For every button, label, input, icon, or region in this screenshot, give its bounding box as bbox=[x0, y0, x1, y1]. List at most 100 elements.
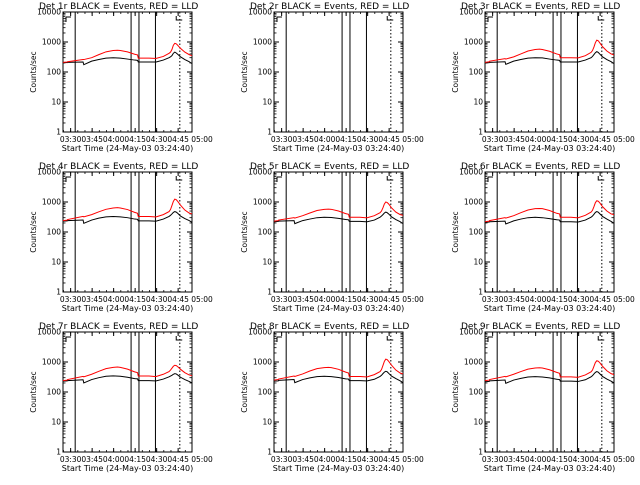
y-axis-label: Counts/sec bbox=[29, 51, 38, 92]
y-tick-label: 1000 bbox=[42, 198, 61, 207]
x-tick-label: 05:00 bbox=[613, 135, 635, 144]
x-tick-label: 04:15 bbox=[335, 295, 357, 304]
x-tick-label: 04:45 bbox=[589, 135, 611, 144]
y-tick-label: 100 bbox=[469, 68, 484, 77]
x-tick-label: 05:00 bbox=[402, 455, 424, 464]
panel-det-7r: Det 7r BLACK = Events, RED = LLD 1 10 100 10… bbox=[29, 322, 213, 473]
bracket-marker bbox=[386, 176, 394, 181]
plot-frame bbox=[62, 331, 193, 453]
y-tick-label: 1000 bbox=[253, 198, 272, 207]
y-tick-label: 10000 bbox=[248, 168, 272, 177]
panel-det-3r: Det 3r BLACK = Events, RED = LLD 1 10 100 10… bbox=[451, 2, 635, 153]
y-tick-label: 1 bbox=[267, 128, 272, 137]
x-tick-label: 04:45 bbox=[167, 295, 189, 304]
panel-det-9r: Det 9r BLACK = Events, RED = LLD 1 10 100 10… bbox=[451, 322, 635, 473]
events-series-line bbox=[62, 211, 193, 224]
x-tick-label: 04:15 bbox=[546, 135, 568, 144]
bracket-marker bbox=[487, 336, 493, 342]
x-tick-label: 04:15 bbox=[546, 295, 568, 304]
x-tick-label: 04:45 bbox=[378, 455, 400, 464]
x-tick-label: 03:30 bbox=[482, 295, 504, 304]
plot-frame bbox=[273, 331, 404, 453]
y-axis-label: Counts/sec bbox=[240, 371, 249, 412]
lld-series-line bbox=[484, 39, 615, 63]
y-axis-label: Counts/sec bbox=[240, 51, 249, 92]
events-series-line bbox=[484, 371, 615, 384]
y-tick-label: 10000 bbox=[459, 328, 483, 337]
bracket-marker bbox=[175, 176, 183, 181]
plot-frame bbox=[273, 171, 404, 293]
plot-frame bbox=[62, 171, 193, 293]
plot-frame bbox=[273, 11, 404, 133]
x-tick-label: 04:00 bbox=[525, 455, 547, 464]
y-tick-label: 1000 bbox=[253, 358, 272, 367]
y-tick-label: 100 bbox=[469, 228, 484, 237]
x-tick-label: 03:45 bbox=[292, 135, 314, 144]
lld-series-line bbox=[484, 200, 615, 223]
y-tick-label: 1000 bbox=[42, 38, 61, 47]
panel-det-6r: Det 6r BLACK = Events, RED = LLD 1 10 100 10… bbox=[451, 162, 635, 313]
panel-title: Det 7r BLACK = Events, RED = LLD bbox=[39, 322, 198, 332]
events-series-line bbox=[62, 51, 193, 66]
bracket-marker bbox=[487, 16, 493, 22]
bracket-marker bbox=[175, 336, 183, 341]
lld-series-line bbox=[273, 201, 404, 222]
x-tick-label: 04:30 bbox=[146, 135, 168, 144]
panel-det-5r: Det 5r BLACK = Events, RED = LLD 1 10 100 10… bbox=[240, 162, 424, 313]
panel-title: Det 4r BLACK = Events, RED = LLD bbox=[39, 162, 198, 172]
x-axis-label: Start Time (24-May-03 03:24:40) bbox=[484, 304, 615, 313]
x-tick-label: 04:00 bbox=[525, 295, 547, 304]
x-tick-label: 04:30 bbox=[357, 295, 379, 304]
x-tick-label: 04:00 bbox=[103, 135, 125, 144]
x-tick-label: 03:30 bbox=[271, 135, 293, 144]
panel-title: Det 5r BLACK = Events, RED = LLD bbox=[250, 162, 409, 172]
x-axis-label: Start Time (24-May-03 03:24:40) bbox=[273, 304, 404, 313]
y-tick-label: 100 bbox=[258, 68, 273, 77]
x-tick-label: 04:45 bbox=[589, 295, 611, 304]
panel-det-2r: Det 2r BLACK = Events, RED = LLD 1 10 100 10… bbox=[240, 2, 424, 153]
x-tick-label: 05:00 bbox=[191, 135, 213, 144]
y-tick-label: 100 bbox=[258, 388, 273, 397]
panel-title: Det 2r BLACK = Events, RED = LLD bbox=[250, 2, 409, 12]
y-tick-label: 10000 bbox=[248, 8, 272, 17]
bracket-marker bbox=[65, 176, 71, 182]
plot-frame bbox=[62, 11, 193, 133]
y-tick-label: 1 bbox=[478, 448, 483, 457]
panel-title: Det 9r BLACK = Events, RED = LLD bbox=[461, 322, 620, 332]
x-tick-label: 04:30 bbox=[357, 135, 379, 144]
x-axis-label: Start Time (24-May-03 03:24:40) bbox=[484, 464, 615, 473]
y-tick-label: 1 bbox=[267, 288, 272, 297]
y-tick-label: 1 bbox=[56, 128, 61, 137]
panel-det-4r: Det 4r BLACK = Events, RED = LLD 1 10 100 10… bbox=[29, 162, 213, 313]
y-tick-label: 10000 bbox=[37, 168, 61, 177]
plot-frame bbox=[484, 331, 615, 453]
x-tick-label: 03:30 bbox=[482, 455, 504, 464]
y-tick-label: 100 bbox=[47, 228, 62, 237]
x-tick-label: 05:00 bbox=[402, 135, 424, 144]
x-axis-label: Start Time (24-May-03 03:24:40) bbox=[62, 304, 193, 313]
y-tick-label: 1 bbox=[56, 288, 61, 297]
x-tick-label: 03:30 bbox=[271, 455, 293, 464]
x-tick-label: 05:00 bbox=[191, 455, 213, 464]
bracket-marker bbox=[276, 16, 282, 22]
x-axis-label: Start Time (24-May-03 03:24:40) bbox=[484, 144, 615, 153]
bracket-marker bbox=[597, 176, 605, 181]
bracket-marker bbox=[386, 336, 394, 341]
y-tick-label: 10000 bbox=[459, 168, 483, 177]
x-tick-label: 04:45 bbox=[167, 455, 189, 464]
plot-frame bbox=[484, 11, 615, 133]
x-tick-label: 04:15 bbox=[546, 455, 568, 464]
panel-det-1r: Det 1r BLACK = Events, RED = LLD 1 10 100 10… bbox=[29, 2, 213, 153]
x-tick-label: 03:30 bbox=[60, 295, 82, 304]
x-tick-label: 04:15 bbox=[124, 295, 146, 304]
y-tick-label: 100 bbox=[47, 388, 62, 397]
x-tick-label: 04:00 bbox=[525, 135, 547, 144]
x-tick-label: 04:15 bbox=[124, 455, 146, 464]
x-tick-label: 03:30 bbox=[60, 135, 82, 144]
y-tick-label: 1 bbox=[478, 128, 483, 137]
x-tick-label: 03:45 bbox=[292, 295, 314, 304]
y-tick-label: 10 bbox=[51, 258, 61, 267]
x-tick-label: 04:45 bbox=[378, 135, 400, 144]
